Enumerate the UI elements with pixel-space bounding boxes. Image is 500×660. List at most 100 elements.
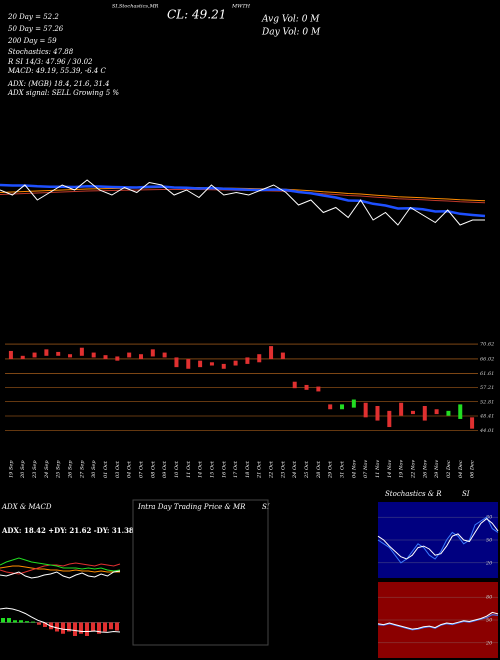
x-tick-label: 25 Oct: [304, 460, 310, 479]
panel-title: Intra Day Trading Price & MR: [137, 503, 246, 511]
stat: Stochastics: 47.88: [8, 48, 74, 56]
candle: [363, 402, 368, 418]
histogram-bar: [7, 618, 11, 623]
candle: [20, 355, 25, 360]
x-tick-label: 31 Oct: [340, 460, 346, 478]
x-tick-label: 27 Sep: [79, 460, 85, 479]
histogram-bar: [31, 621, 35, 623]
stat: MACD: 49.19, 55.39, -6.4 C: [7, 67, 106, 75]
candle: [8, 350, 13, 360]
histogram-bar: [19, 620, 23, 623]
candle: [115, 356, 120, 361]
candle: [32, 352, 37, 358]
y-tick-label: 80: [486, 595, 493, 601]
candle: [245, 357, 250, 364]
y-tick-label: 50: [486, 538, 493, 544]
candle: [209, 362, 214, 366]
candle: [79, 347, 84, 356]
histogram-bar: [91, 622, 95, 632]
histogram-bar: [55, 622, 59, 632]
y-tick-label: 50: [486, 618, 493, 624]
histogram-bar: [79, 622, 83, 634]
y-tick-label: 61.61: [480, 371, 494, 377]
candle: [351, 399, 356, 408]
adx-text: ADX: (MGB) 18.4, 21.6, 31.4: [7, 80, 109, 88]
panel-title: ADX & MACD: [1, 503, 52, 511]
panel-title: SI: [462, 490, 470, 498]
x-tick-label: 29 Oct: [328, 460, 334, 479]
candle: [127, 352, 132, 358]
candle: [174, 357, 179, 368]
x-tick-label: 19 Nov: [399, 460, 405, 478]
histogram-bar: [109, 622, 113, 630]
adx-values: ADX: 18.42 +DY: 21.62 -DY: 31.38: [1, 526, 134, 535]
x-tick-label: 22 Oct: [269, 460, 275, 479]
x-tick-label: 24 Sep: [44, 460, 50, 479]
histogram-bar: [1, 618, 5, 623]
header-text: SI,Stochastics,MR: [112, 4, 159, 10]
x-tick-label: 21 Oct: [257, 460, 263, 479]
x-tick-label: 26 Nov: [422, 460, 428, 479]
candle: [316, 386, 321, 392]
x-tick-label: 04 Dec: [458, 460, 464, 478]
series-line: [0, 562, 121, 575]
x-tick-label: 01 Oct: [103, 460, 109, 478]
candle: [103, 355, 108, 360]
candle: [257, 354, 262, 363]
y-tick-label: 80: [486, 515, 493, 521]
candle: [198, 360, 203, 368]
x-tick-label: 18 Oct: [245, 460, 251, 478]
candle: [458, 404, 463, 419]
candle: [186, 359, 191, 369]
panel-title: SI: [262, 503, 270, 511]
x-tick-label: 15 Oct: [209, 460, 215, 478]
x-tick-label: 17 Oct: [233, 460, 239, 478]
x-tick-label: 28 Oct: [316, 460, 322, 479]
histogram-bar: [103, 622, 107, 632]
candle: [233, 360, 238, 366]
header-text: MWTH: [231, 4, 251, 10]
x-tick-label: 09 Oct: [162, 460, 168, 478]
panel-title: Stochastics & R: [385, 490, 442, 498]
y-tick-label: 70.62: [480, 342, 494, 348]
stat: R SI 14/3: 47.96 / 30.02: [7, 58, 93, 66]
stat: 20 Day = 52.2: [7, 13, 59, 21]
close-price: CL: 49.21: [167, 8, 226, 22]
avg-vol: Avg Vol: 0 M: [261, 15, 320, 25]
histogram-bar: [67, 622, 71, 632]
candle: [91, 352, 96, 358]
stat: 200 Day = 59: [7, 37, 57, 45]
candle: [280, 352, 285, 360]
x-tick-label: 04 Nov: [351, 460, 357, 478]
x-tick-label: 16 Oct: [221, 460, 227, 478]
histogram-bar: [37, 622, 41, 625]
candle: [422, 406, 427, 421]
x-tick-label: 02 Dec: [446, 460, 452, 478]
series-line: [0, 189, 486, 204]
x-tick-label: 14 Nov: [387, 460, 393, 478]
histogram-bar: [73, 622, 77, 636]
x-tick-label: 26 Sep: [68, 460, 74, 479]
series-line: [0, 557, 121, 572]
candle: [292, 381, 297, 389]
series-line: [0, 179, 485, 226]
candle: [162, 352, 167, 358]
y-tick-label: 44.01: [479, 428, 494, 434]
x-tick-label: 08 Oct: [150, 460, 156, 478]
candle: [269, 346, 274, 360]
x-tick-label: 07 Nov: [363, 460, 369, 478]
series-line: [0, 607, 121, 633]
series-line: [0, 565, 120, 573]
x-tick-label: 19 Sep: [8, 460, 14, 478]
x-tick-label: 07 Oct: [138, 460, 144, 478]
x-tick-label: 24 Oct: [292, 460, 298, 479]
candle: [68, 354, 73, 358]
candle: [304, 384, 309, 390]
candle: [410, 410, 415, 415]
candle: [138, 354, 143, 360]
adx-signal: ADX signal: SELL Growing 5 %: [7, 89, 119, 97]
x-tick-label: 23 Oct: [280, 460, 286, 479]
candle: [221, 363, 226, 369]
x-tick-label: 11 Oct: [186, 460, 192, 478]
candle: [328, 404, 333, 410]
